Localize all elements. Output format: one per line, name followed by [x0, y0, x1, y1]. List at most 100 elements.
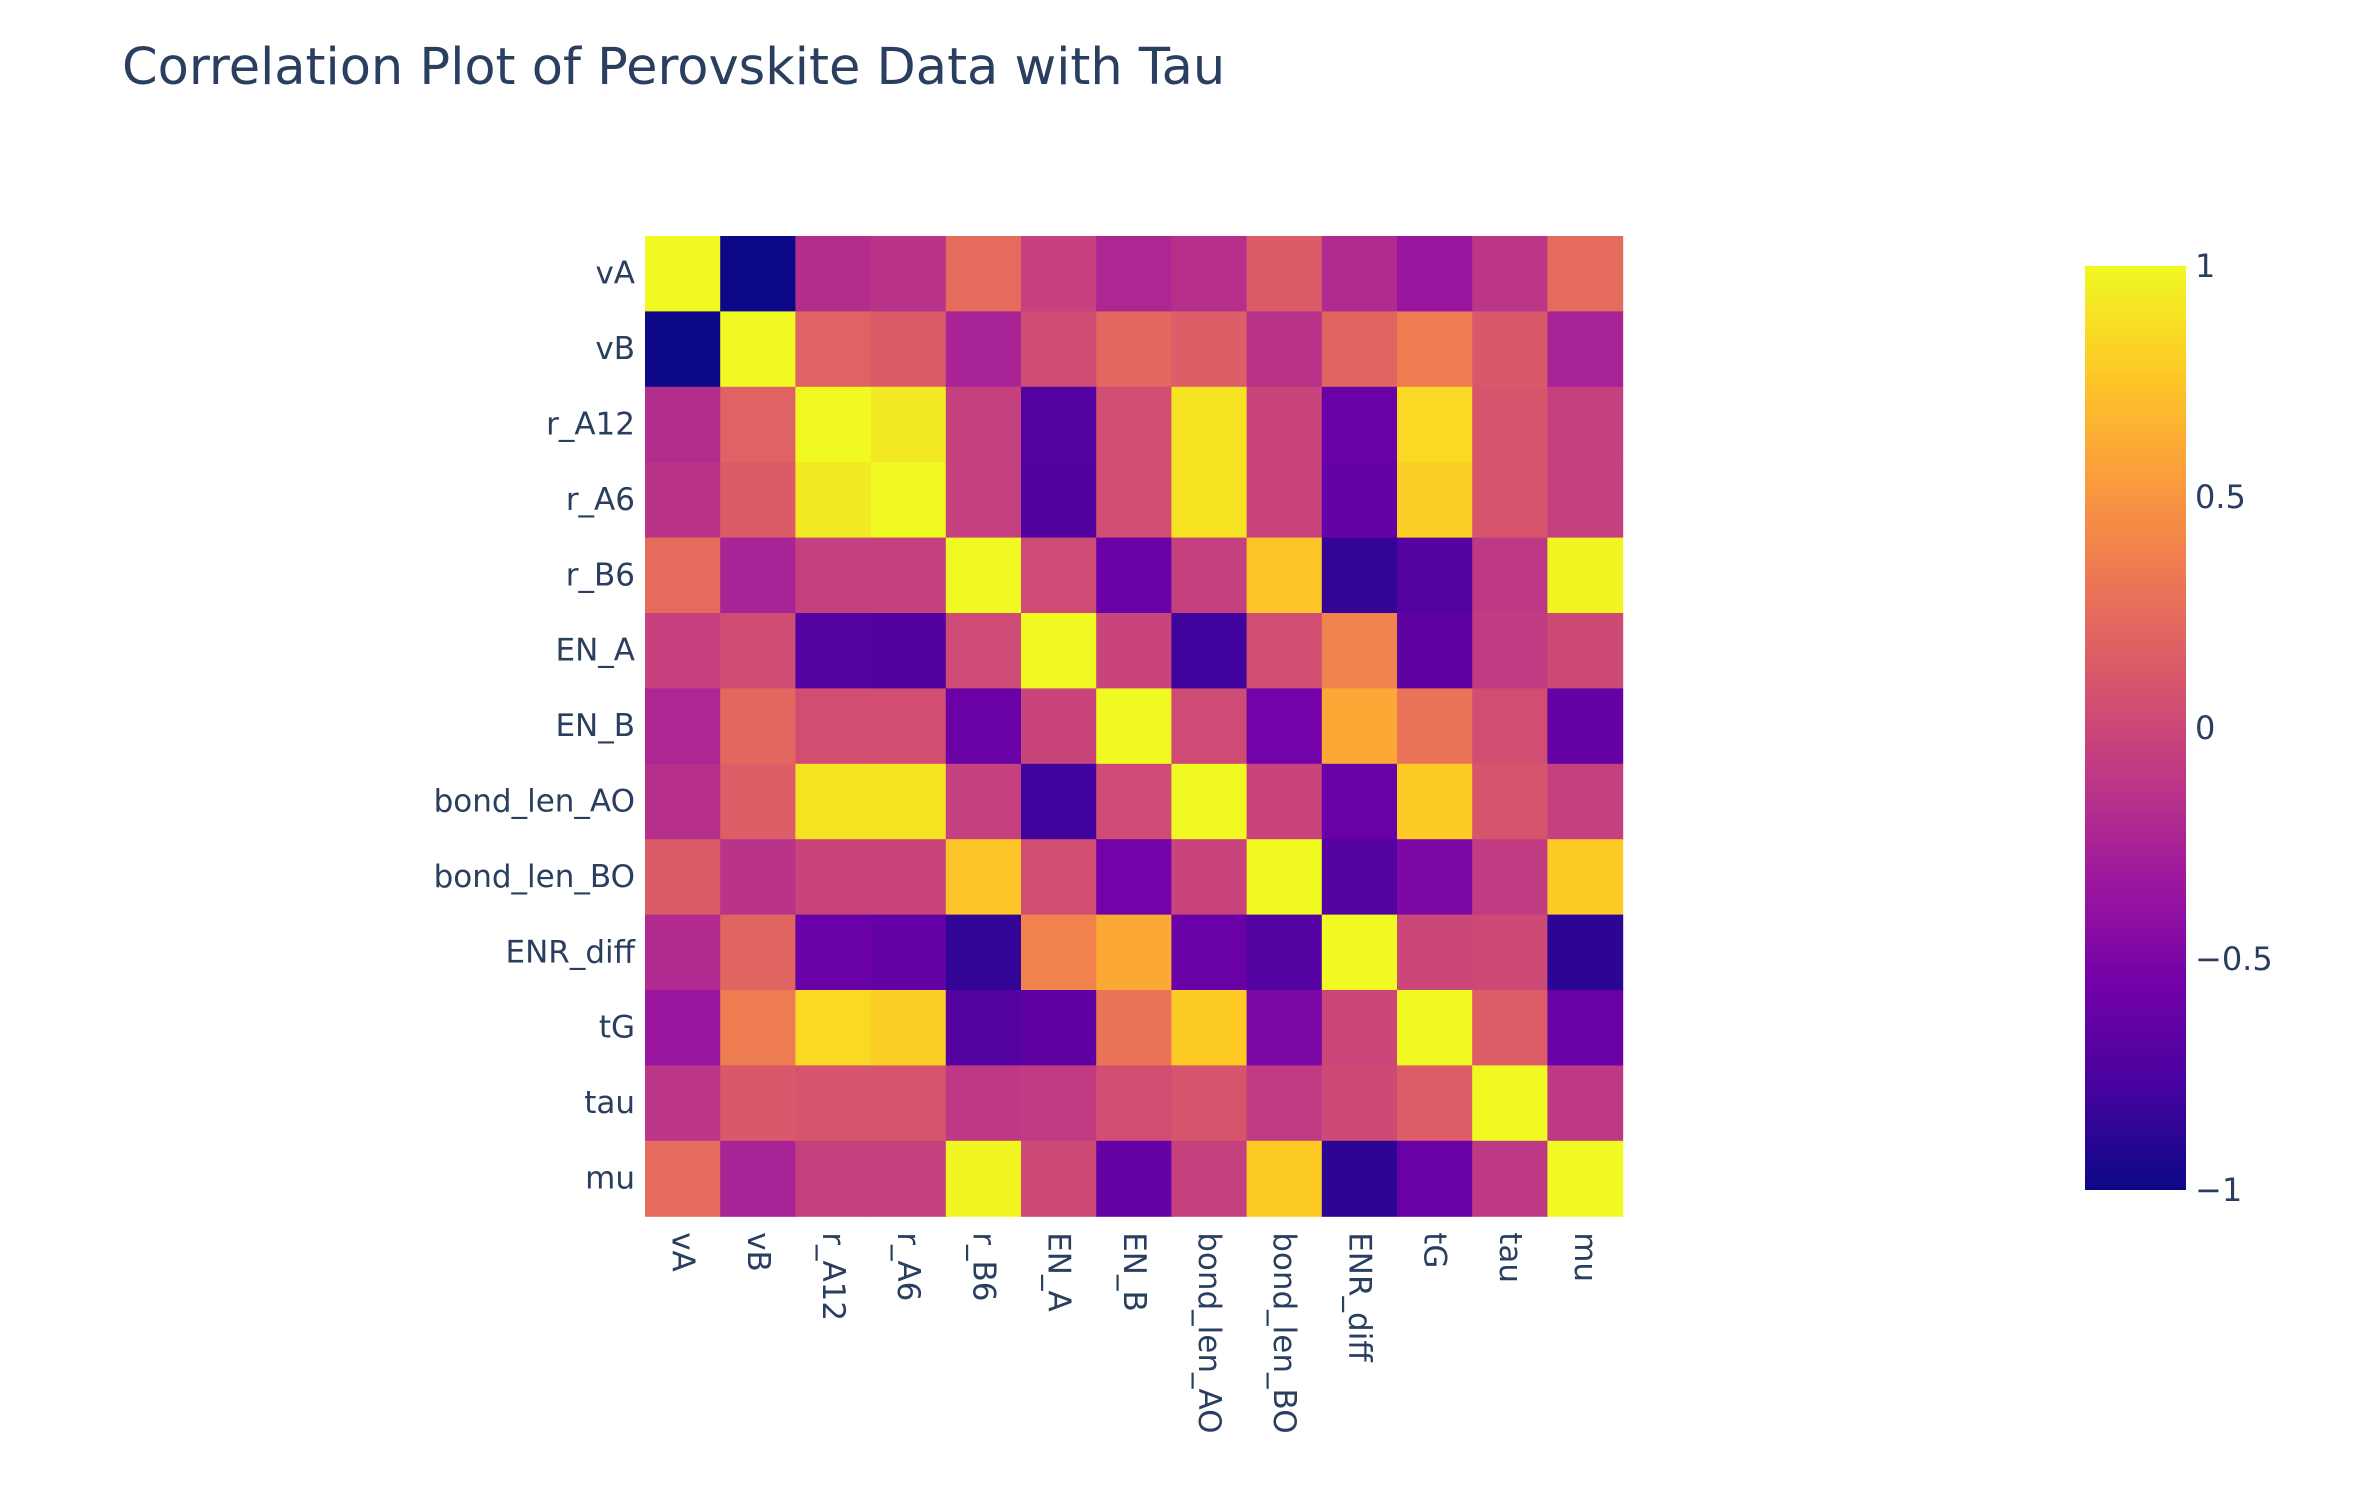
- heatmap-cell-bond_len_AO-r_A6: [870, 763, 947, 840]
- heatmap-cell-EN_A-vB: [720, 613, 796, 689]
- heatmap-cell-vB-tau: [1472, 311, 1548, 388]
- heatmap-cell-vA-EN_A: [1021, 236, 1097, 312]
- heatmap-cell-bond_len_BO-mu: [1547, 839, 1624, 916]
- heatmap-cell-bond_len_AO-bond_len_AO: [1171, 763, 1248, 840]
- heatmap-cell-EN_A-tau: [1472, 613, 1548, 689]
- heatmap-cell-EN_A-EN_B: [1096, 613, 1172, 689]
- heatmap-cell-tG-mu: [1547, 990, 1624, 1066]
- x-tick-label: ENR_diff: [1341, 1232, 1377, 1362]
- heatmap-cell-tG-tau: [1472, 990, 1548, 1066]
- heatmap-cell-EN_A-ENR_diff: [1321, 613, 1398, 689]
- heatmap-cell-r_A6-vB: [720, 462, 796, 539]
- heatmap-cell-vA-EN_B: [1096, 236, 1172, 312]
- heatmap-cell-EN_A-mu: [1547, 613, 1624, 689]
- heatmap-cell-r_A6-r_A12: [795, 462, 872, 539]
- y-tick-label: bond_len_BO: [434, 859, 635, 895]
- x-tick-label: vB: [740, 1232, 776, 1272]
- heatmap-cell-r_A6-r_A6: [870, 462, 947, 539]
- heatmap-cell-ENR_diff-ENR_diff: [1321, 914, 1398, 991]
- heatmap-cell-r_A12-r_B6: [945, 386, 1022, 463]
- heatmap-cell-r_A12-r_A12: [795, 386, 872, 463]
- heatmap-cell-ENR_diff-vA: [645, 914, 721, 991]
- heatmap-cells: [645, 236, 1624, 1217]
- heatmap-cell-bond_len_BO-EN_A: [1021, 839, 1097, 916]
- heatmap-cell-vA-bond_len_BO: [1246, 236, 1323, 312]
- heatmap-cell-bond_len_BO-bond_len_AO: [1171, 839, 1248, 916]
- heatmap-cell-ENR_diff-bond_len_AO: [1171, 914, 1248, 991]
- heatmap-cell-ENR_diff-bond_len_BO: [1246, 914, 1323, 991]
- heatmap-cell-vA-r_B6: [945, 236, 1022, 312]
- heatmap-cell-tau-ENR_diff: [1321, 1065, 1398, 1142]
- heatmap-cell-mu-vB: [720, 1140, 796, 1217]
- heatmap-cell-r_A12-EN_A: [1021, 386, 1097, 463]
- y-axis-tick-labels: vA vB r_A12 r_A6 r_B6 EN_A EN_B bond_len_AObond…: [434, 256, 636, 1197]
- heatmap-cell-bond_len_BO-EN_B: [1096, 839, 1172, 916]
- heatmap-cell-r_A12-vA: [645, 386, 721, 463]
- heatmap-cell-bond_len_AO-mu: [1547, 763, 1624, 840]
- heatmap-cell-bond_len_AO-EN_B: [1096, 763, 1172, 840]
- x-tick-label: EN_A: [1041, 1232, 1077, 1311]
- heatmap-cell-vB-vB: [720, 311, 796, 388]
- heatmap-cell-tG-ENR_diff: [1321, 990, 1398, 1066]
- heatmap-cell-vA-tau: [1472, 236, 1548, 312]
- colorbar-tick-label: −0.5: [2195, 940, 2273, 978]
- x-tick-label: r_A12: [815, 1232, 851, 1321]
- heatmap-cell-vA-bond_len_AO: [1171, 236, 1248, 312]
- heatmap-cell-mu-r_A6: [870, 1140, 947, 1217]
- heatmap-cell-bond_len_AO-vA: [645, 763, 721, 840]
- heatmap-cell-vB-bond_len_AO: [1171, 311, 1248, 388]
- heatmap-cell-ENR_diff-vB: [720, 914, 796, 991]
- heatmap-cell-r_A12-r_A6: [870, 386, 947, 463]
- heatmap-cell-r_A6-EN_B: [1096, 462, 1172, 539]
- heatmap-cell-EN_B-tG: [1397, 688, 1473, 765]
- heatmap-cell-EN_A-bond_len_BO: [1246, 613, 1323, 689]
- heatmap-cell-EN_A-r_A12: [795, 613, 872, 689]
- heatmap-cell-mu-r_B6: [945, 1140, 1022, 1217]
- y-tick-label: EN_B: [555, 708, 635, 744]
- y-tick-label: bond_len_AO: [434, 784, 635, 820]
- heatmap-cell-tau-r_A6: [870, 1065, 947, 1142]
- heatmap-cell-r_B6-r_A12: [795, 537, 872, 614]
- heatmap-cell-r_A12-ENR_diff: [1321, 386, 1398, 463]
- heatmap-cell-r_A12-vB: [720, 386, 796, 463]
- heatmap-cell-mu-EN_A: [1021, 1140, 1097, 1217]
- heatmap-cell-tau-mu: [1547, 1065, 1624, 1142]
- chart-title: Correlation Plot of Perovskite Data with…: [122, 38, 1225, 97]
- heatmap-cell-vB-EN_B: [1096, 311, 1172, 388]
- heatmap-cell-EN_A-r_B6: [945, 613, 1022, 689]
- heatmap-cell-tau-vB: [720, 1065, 796, 1142]
- heatmap-cell-tau-r_B6: [945, 1065, 1022, 1142]
- heatmap-cell-EN_B-tau: [1472, 688, 1548, 765]
- y-tick-label: r_A12: [546, 407, 635, 443]
- heatmap-cell-EN_B-r_B6: [945, 688, 1022, 765]
- heatmap-cell-tau-tG: [1397, 1065, 1473, 1142]
- x-tick-label: r_B6: [965, 1232, 1001, 1301]
- colorbar-tick-labels: 1 0.5 0 −0.5 −1: [2195, 247, 2273, 1209]
- heatmap-cell-bond_len_BO-tG: [1397, 839, 1473, 916]
- y-tick-label: r_B6: [566, 557, 635, 593]
- heatmap-cell-r_A6-tau: [1472, 462, 1548, 539]
- heatmap-cell-bond_len_BO-vB: [720, 839, 796, 916]
- heatmap-cell-vA-tG: [1397, 236, 1473, 312]
- heatmap-cell-bond_len_AO-ENR_diff: [1321, 763, 1398, 840]
- heatmap-cell-tG-r_A12: [795, 990, 872, 1066]
- heatmap-cell-r_A6-r_B6: [945, 462, 1022, 539]
- heatmap-cell-mu-r_A12: [795, 1140, 872, 1217]
- heatmap-cell-tau-vA: [645, 1065, 721, 1142]
- heatmap-cell-vA-vA: [645, 236, 721, 312]
- heatmap-cell-mu-ENR_diff: [1321, 1140, 1398, 1217]
- heatmap-cell-EN_B-r_A12: [795, 688, 872, 765]
- heatmap-cell-bond_len_AO-tau: [1472, 763, 1548, 840]
- x-tick-label: mu: [1567, 1232, 1603, 1282]
- heatmap-cell-bond_len_BO-r_B6: [945, 839, 1022, 916]
- heatmap-cell-vA-mu: [1547, 236, 1624, 312]
- heatmap-cell-tau-bond_len_AO: [1171, 1065, 1248, 1142]
- heatmap-cell-ENR_diff-tG: [1397, 914, 1473, 991]
- heatmap-cell-tG-r_B6: [945, 990, 1022, 1066]
- heatmap-cell-EN_B-EN_A: [1021, 688, 1097, 765]
- heatmap-cell-tau-bond_len_BO: [1246, 1065, 1323, 1142]
- heatmap-cell-r_A6-vA: [645, 462, 721, 539]
- heatmap-cell-r_B6-vA: [645, 537, 721, 614]
- y-tick-label: ENR_diff: [506, 934, 636, 970]
- heatmap-cell-EN_B-vB: [720, 688, 796, 765]
